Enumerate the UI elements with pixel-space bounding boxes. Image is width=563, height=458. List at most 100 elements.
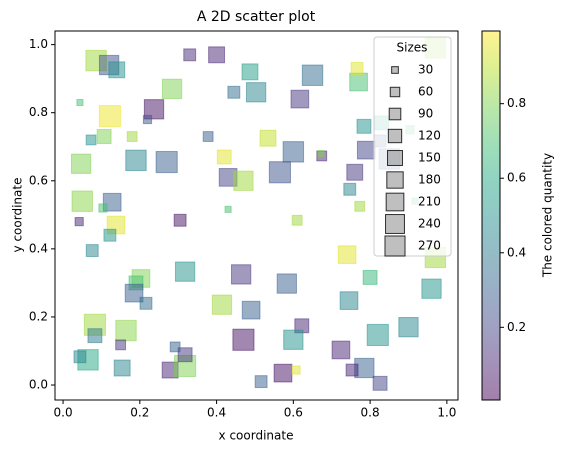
point — [350, 61, 364, 75]
y-tick-label: 1.0 — [29, 37, 48, 51]
point — [96, 129, 112, 144]
point — [224, 205, 232, 213]
colorbar-tick-label: 0.8 — [507, 96, 526, 110]
point — [339, 291, 359, 310]
point — [98, 203, 108, 213]
legend-label: 180 — [418, 173, 441, 187]
point — [337, 245, 357, 264]
point — [245, 82, 267, 103]
point — [161, 78, 183, 100]
point — [87, 328, 103, 344]
y-tick-label: 0.0 — [29, 378, 48, 392]
x-tick-label: 0.8 — [361, 406, 380, 420]
point — [125, 149, 147, 172]
x-tick-label: 0.0 — [54, 406, 73, 420]
y-tick-label: 0.2 — [29, 309, 48, 323]
point — [254, 375, 268, 389]
point — [356, 140, 376, 160]
point — [317, 149, 325, 158]
point — [139, 296, 153, 310]
point — [108, 61, 126, 79]
point — [126, 131, 138, 142]
point — [227, 85, 241, 99]
point — [259, 129, 277, 147]
point — [173, 213, 187, 227]
x-tick-label: 0.2 — [130, 406, 149, 420]
point — [356, 118, 372, 134]
point — [331, 340, 351, 360]
point — [115, 339, 127, 351]
chart-title: A 2D scatter plot — [197, 9, 316, 25]
legend-marker — [386, 171, 404, 189]
point — [124, 283, 144, 303]
point — [85, 244, 99, 258]
legend-label: 30 — [418, 63, 433, 77]
y-tick-label: 0.4 — [29, 241, 48, 255]
legend-marker — [385, 192, 405, 212]
point — [177, 347, 193, 363]
point — [103, 228, 117, 242]
point — [113, 359, 131, 377]
point — [70, 153, 92, 174]
point — [366, 323, 389, 347]
point — [76, 98, 84, 107]
legend-marker — [387, 150, 403, 166]
y-tick-label: 0.6 — [29, 173, 48, 187]
legend-marker — [387, 128, 403, 144]
point — [241, 63, 259, 81]
colorbar-label: The colored quantity — [541, 153, 555, 278]
colorbar-tick-label: 0.4 — [507, 245, 526, 259]
point — [283, 329, 304, 350]
point — [346, 163, 364, 181]
point — [102, 192, 122, 212]
point — [362, 269, 378, 285]
point — [268, 161, 291, 184]
legend-marker — [385, 214, 405, 234]
y-tick-label: 0.8 — [29, 105, 48, 119]
legend-label: 90 — [418, 107, 433, 121]
point — [174, 261, 196, 282]
legend-title: Sizes — [397, 41, 428, 55]
point — [354, 200, 366, 212]
point — [71, 190, 93, 212]
y-axis-label: y coordinate — [11, 178, 25, 253]
point — [349, 72, 368, 92]
point — [372, 375, 388, 391]
x-tick-label: 1.0 — [437, 406, 456, 420]
point — [183, 48, 197, 62]
point — [276, 273, 297, 294]
point — [115, 319, 137, 342]
x-tick-label: 0.6 — [284, 406, 303, 420]
plot-area — [54, 30, 459, 401]
point — [202, 131, 214, 142]
colorbar-tick-label: 0.2 — [507, 320, 526, 334]
point — [208, 46, 226, 64]
point — [155, 150, 178, 174]
point — [231, 264, 252, 285]
point — [143, 99, 165, 120]
point — [291, 365, 301, 375]
point — [301, 64, 324, 86]
point — [398, 317, 419, 338]
colorbar-tick-label: 0.6 — [507, 171, 526, 185]
point — [345, 363, 359, 377]
legend-marker — [391, 66, 399, 74]
point — [421, 278, 442, 299]
legend-label: 120 — [418, 129, 441, 143]
x-axis-label: x coordinate — [219, 429, 294, 443]
point — [216, 149, 232, 165]
point — [343, 182, 357, 196]
point — [290, 89, 310, 109]
point — [232, 328, 255, 351]
legend-label: 150 — [418, 151, 441, 165]
point — [291, 214, 303, 226]
point — [98, 105, 121, 128]
legend-label: 210 — [418, 195, 441, 209]
legend-marker — [384, 235, 406, 257]
legend-marker — [388, 107, 402, 121]
colorbar — [481, 30, 501, 401]
point — [142, 114, 153, 125]
x-tick-label: 0.4 — [207, 406, 226, 420]
point — [273, 363, 293, 383]
